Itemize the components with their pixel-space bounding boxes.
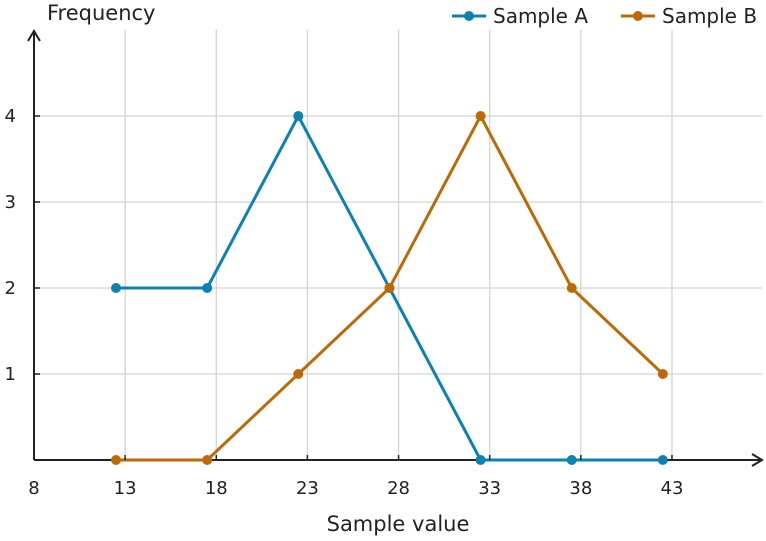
x-tick-label: 23	[296, 478, 319, 499]
axes	[27, 29, 764, 467]
data-point-sample-a	[566, 455, 577, 465]
x-axis-title: Sample value	[327, 512, 470, 536]
data-point-sample-b	[475, 111, 486, 121]
legend-item-sample-a: Sample A	[452, 4, 588, 28]
data-point-sample-a	[657, 455, 668, 465]
x-tick-label: 38	[569, 478, 592, 499]
x-tick-label: 8	[28, 478, 39, 499]
x-tick-label: 28	[387, 478, 410, 499]
y-tick-label: 3	[5, 192, 16, 213]
y-axis-arrow	[27, 29, 41, 42]
y-tick-label: 2	[5, 278, 16, 299]
legend-item-sample-b: Sample B	[621, 4, 757, 28]
y-tick-label: 1	[5, 364, 16, 385]
x-tick-label: 43	[661, 478, 684, 499]
y-axis-title: Frequency	[47, 1, 156, 25]
series-sample-b	[111, 111, 668, 465]
data-point-sample-a	[202, 283, 213, 293]
y-tick-label: 4	[5, 106, 16, 127]
legend: Sample A Sample B	[452, 4, 757, 28]
data-point-sample-b	[111, 455, 122, 465]
data-point-sample-b	[657, 369, 668, 379]
data-point-sample-b	[293, 369, 304, 379]
x-tick-label: 18	[205, 478, 228, 499]
legend-label: Sample A	[493, 4, 588, 28]
data-point-sample-b	[566, 283, 577, 293]
data-point-sample-b	[202, 455, 213, 465]
legend-swatch-marker	[464, 11, 474, 21]
legend-swatch-marker	[633, 11, 643, 21]
data-point-sample-a	[111, 283, 122, 293]
x-axis-arrow	[751, 453, 764, 467]
grid	[34, 30, 762, 460]
legend-label: Sample B	[662, 4, 757, 28]
x-tick-label: 33	[478, 478, 501, 499]
data-point-sample-a	[475, 455, 486, 465]
x-tick-label: 13	[114, 478, 137, 499]
series-layer	[111, 111, 668, 465]
data-point-sample-b	[384, 283, 395, 293]
data-point-sample-a	[293, 111, 304, 121]
